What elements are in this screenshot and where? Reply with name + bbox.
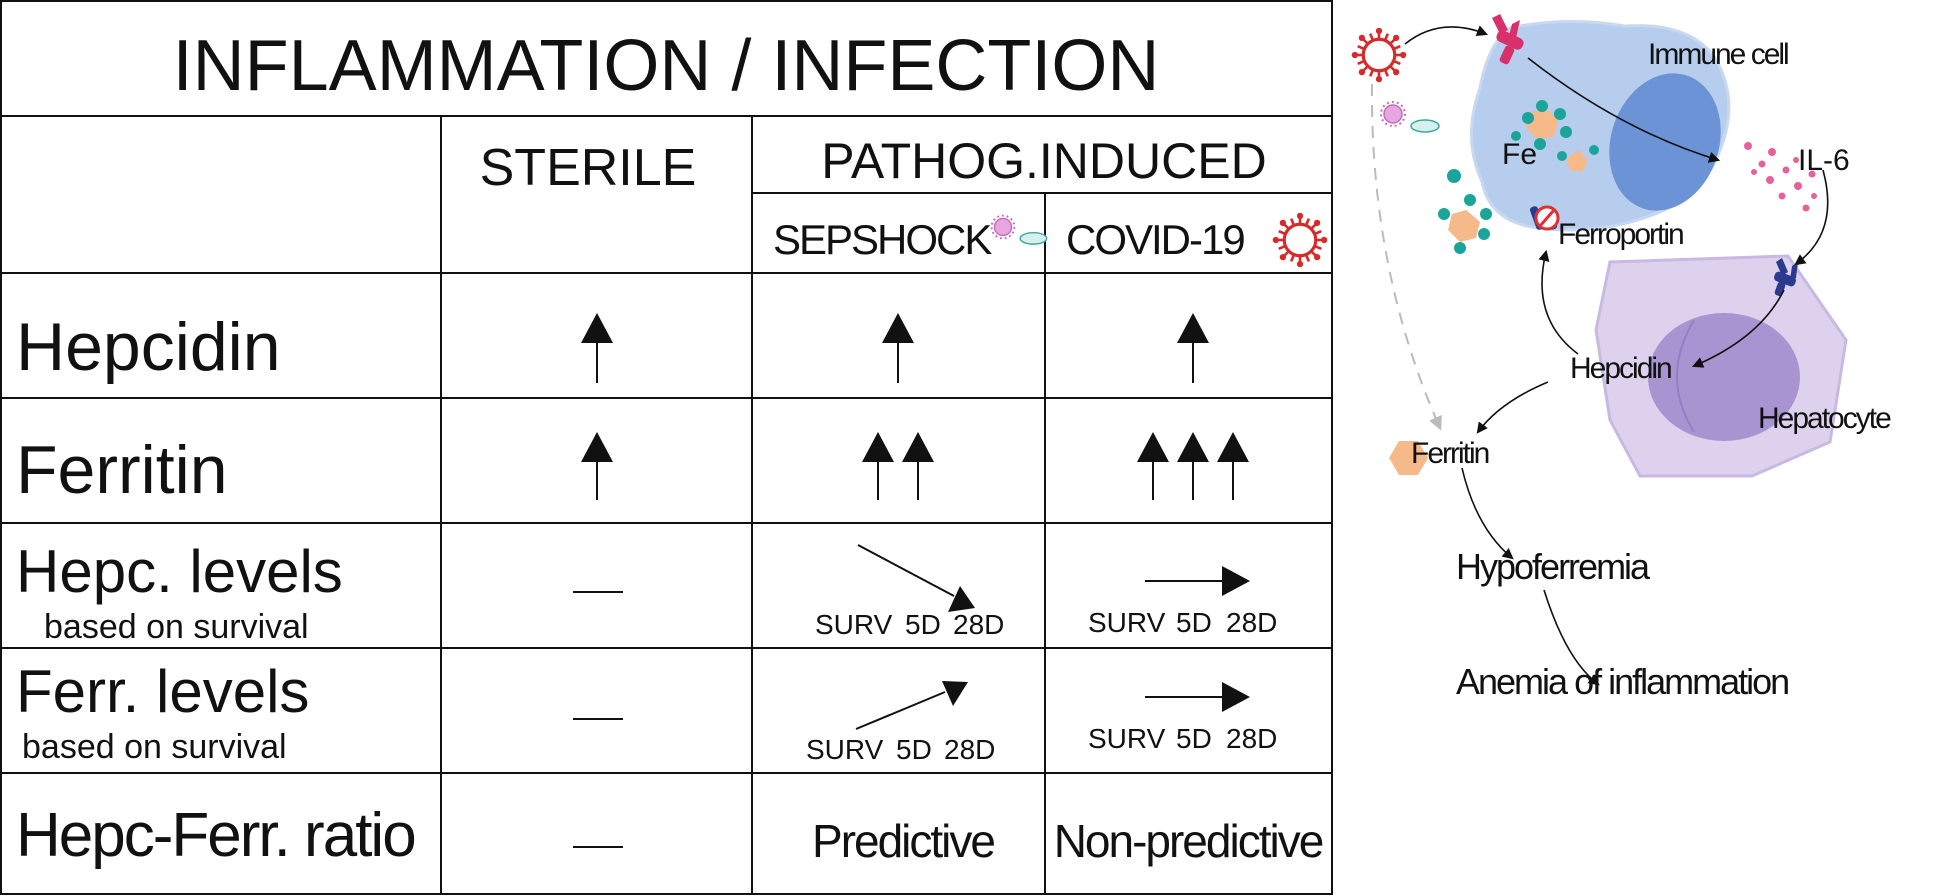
label-ferroportin: Ferroportin bbox=[1558, 218, 1683, 251]
axis-28d: 28D bbox=[1226, 723, 1277, 754]
pathway-arrows bbox=[1404, 25, 1829, 686]
receptor-icon bbox=[1492, 14, 1524, 65]
bacteria-icon bbox=[1380, 101, 1440, 133]
row-label-hepcidin: Hepcidin bbox=[16, 309, 281, 385]
hepatocyte-nucleus bbox=[1648, 313, 1800, 441]
label-il6: IL-6 bbox=[1798, 144, 1850, 177]
ferroportin-icon bbox=[1529, 205, 1560, 231]
immune-cell-nucleus bbox=[1609, 73, 1721, 211]
row-label-hepc-levels: Hepc. levels bbox=[16, 538, 343, 605]
axis-28d: 28D bbox=[944, 734, 995, 765]
virus-icon bbox=[1350, 26, 1408, 84]
col-header-pathog: PATHOG.INDUCED bbox=[821, 133, 1266, 189]
up-arrows bbox=[581, 313, 1249, 500]
axis-5d: 5D bbox=[1176, 607, 1212, 638]
trend-arrow-flat bbox=[1145, 682, 1250, 712]
label-fe: Fe bbox=[1502, 138, 1537, 171]
ratio-sepshock: Predictive bbox=[812, 815, 994, 867]
label-hepatocyte: Hepatocyte bbox=[1758, 402, 1891, 435]
up-arrow bbox=[581, 313, 613, 383]
row-label-ferritin: Ferritin bbox=[16, 432, 228, 508]
label-anemia: Anemia of inflammation bbox=[1456, 661, 1788, 702]
row-label-ratio: Hepc-Ferr. ratio bbox=[16, 801, 415, 870]
axis-28d: 28D bbox=[1226, 607, 1277, 638]
mechanism-diagram: Immune cell Fe Ferroportin IL-6 Hepcidin… bbox=[1350, 14, 1893, 702]
table bbox=[0, 0, 1333, 895]
label-immune-cell: Immune cell bbox=[1648, 38, 1788, 71]
axis-5d: 5D bbox=[896, 734, 932, 765]
axis-28d: 28D bbox=[953, 609, 1004, 640]
axis-surv: SURV bbox=[806, 734, 884, 765]
up-arrow bbox=[581, 432, 613, 500]
up-arrow bbox=[882, 313, 914, 383]
label-hypoferremia: Hypoferremia bbox=[1456, 546, 1651, 587]
up-arrow bbox=[902, 432, 934, 500]
trend-arrow-flat bbox=[1145, 566, 1250, 596]
row-label-ferr-levels: Ferr. levels bbox=[16, 658, 309, 725]
row-sublabel-hepc-levels: based on survival bbox=[44, 608, 309, 646]
ferritin-iron-cluster bbox=[1448, 210, 1480, 242]
up-arrow bbox=[1177, 432, 1209, 500]
il6-receptor-icon bbox=[1774, 258, 1798, 297]
trend-arrow-down bbox=[857, 544, 975, 612]
axis-surv: SURV bbox=[1088, 723, 1166, 754]
col-header-sepshock: SEPSHOCK bbox=[773, 216, 992, 263]
axis-surv: SURV bbox=[1088, 607, 1166, 638]
col-header-covid: COVID-19 bbox=[1066, 216, 1244, 263]
table-title: INFLAMMATION / INFECTION bbox=[173, 26, 1160, 106]
label-hepcidin: Hepcidin bbox=[1570, 352, 1671, 385]
ferritin-iron-cluster bbox=[1526, 108, 1558, 140]
il6-dots bbox=[1744, 142, 1817, 212]
up-arrow bbox=[862, 432, 894, 500]
ferritin-icon bbox=[1389, 441, 1428, 475]
trend-arrow-up bbox=[855, 681, 968, 730]
col-header-sterile: STERILE bbox=[480, 139, 697, 197]
label-ferritin: Ferritin bbox=[1411, 437, 1489, 470]
gray-dashed-arrow bbox=[1370, 83, 1442, 431]
row-sublabel-ferr-levels: based on survival bbox=[22, 728, 287, 766]
bacteria-icon bbox=[990, 214, 1048, 246]
up-arrow bbox=[1217, 432, 1249, 500]
ratio-covid: Non-predictive bbox=[1054, 815, 1323, 867]
axis-5d: 5D bbox=[1176, 723, 1212, 754]
axis-surv: SURV bbox=[815, 609, 893, 640]
virus-icon bbox=[1271, 211, 1329, 269]
up-arrow bbox=[1137, 432, 1169, 500]
surv-axis-labels: SURV 5D 28D SURV 5D 28D SURV 5D 28D SURV… bbox=[806, 607, 1277, 765]
up-arrow bbox=[1177, 313, 1209, 383]
axis-5d: 5D bbox=[905, 609, 941, 640]
